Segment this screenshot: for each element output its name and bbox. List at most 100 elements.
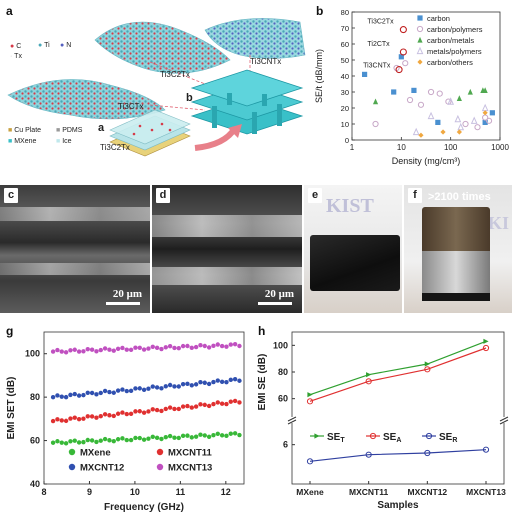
data-point-g [198,402,203,407]
inset-label-b: b [186,92,193,104]
data-point-g [159,346,164,352]
atom-c-icon: ● [10,43,15,50]
legend-label-b: metals/polymers [427,47,482,56]
legend-label-h: SEA [383,432,401,444]
legend-marker-h [369,432,377,440]
legend-marker-h [314,433,320,439]
photo-d-sem: 20 μm [152,185,302,313]
highlight-point-b [395,66,403,74]
series-line-h [309,347,487,402]
x-axis-label-h: Samples [377,500,419,511]
data-point-g [124,347,129,352]
x-tick-label-b: 1 [350,143,355,152]
legend-marker-g [156,463,164,471]
scale-bar-c [106,302,140,305]
data-point-g [232,376,238,382]
data-point-g [150,434,155,440]
data-point-g [228,399,233,404]
kist-logo-f: KI [488,213,510,233]
data-point-h [306,398,314,405]
y-tick-label-g: 80 [30,392,40,402]
data-point-g [50,349,56,354]
panel-a-schematic: Ti3C2Tx Ti3CNTx Ti3CTx Ti3C2Tx b a ● C ·… [0,0,312,170]
data-point-g [94,392,99,397]
data-point-g [111,348,116,353]
data-point-g [163,345,168,350]
data-point-g [219,433,225,438]
photo-c-sem: 20 μm [0,185,150,313]
material-pdms: ■ PDMS [56,127,83,134]
data-point-g [202,343,207,349]
data-point-g [141,410,147,415]
data-point-g [102,388,108,394]
axis-break-mask-right [500,417,508,423]
overlay-cycles: >2100 times [428,191,491,203]
data-point-b [481,103,489,112]
data-point-g [146,409,151,414]
data-point-g [107,389,112,395]
panel-label-b: b [316,4,324,18]
label-ti3c2tx-top: Ti3C2Tx [160,70,190,79]
data-point-g [189,345,194,350]
y-axis-label-g: EMI SET (dB) [6,377,17,440]
data-point-g [202,380,207,385]
y-tick-label-b: 50 [341,56,349,65]
chart-h-emi-samples: 60 80 100 6 MXene MXCNT11 MXCNT12 MXCNT13 Sample… [257,331,509,511]
data-point-g [63,394,69,400]
data-point-g [111,390,116,395]
data-point-g [81,439,86,445]
data-point-g [115,346,121,352]
sem-fiber-bottom [152,267,302,285]
data-point-g [128,437,134,443]
data-point-g [219,379,225,385]
data-point-g [189,405,194,410]
x-tick-label-b: 1000 [491,143,509,152]
data-point-g [102,412,108,417]
data-point-g [85,390,90,395]
data-point-g [85,437,90,443]
data-point-h [365,378,372,385]
chart-g-emi-frequency: 8 9 10 11 12 40 60 80 100 Frequency (GHz) EMI SET … [6,331,245,513]
data-point-g [167,382,173,388]
flake-ti3ctx [7,79,166,120]
data-point-b [457,122,465,131]
data-point-b [489,110,495,116]
data-point-g [50,440,56,445]
data-point-g [50,394,56,400]
data-point-g [72,438,77,443]
data-point-g [176,346,181,351]
data-point-g [133,386,138,391]
data-point-g [76,440,82,445]
data-point-g [146,346,151,351]
x-tick-label-g: 12 [221,487,231,497]
axis-break-left-2 [287,419,297,425]
data-point-g [211,379,216,385]
x-tick-label-g: 9 [87,487,92,497]
x-tick-label-h: MXCNT11 [349,487,388,497]
label-ti3cntx: Ti3CNTx [250,57,282,66]
data-point-g [159,436,164,442]
data-point-g [50,418,56,424]
data-point-g [176,406,181,412]
legend-marker-b [417,59,423,65]
legend-marker-g [156,448,164,456]
data-point-g [232,398,238,404]
process-arrow [194,126,238,151]
data-point-b [482,87,488,93]
data-point-g [124,437,129,443]
sem-fiber-top [152,215,302,237]
data-point-g [133,409,138,414]
data-point-g [141,387,147,393]
data-point-g [68,392,73,398]
data-point-b [435,119,441,125]
data-point-g [94,349,99,354]
legend-marker-g [68,448,76,456]
data-point-g [219,401,225,406]
y-tick-label-h: 100 [273,340,288,350]
x-tick-label-h: MXene [296,487,324,497]
data-point-b [482,119,488,125]
y-tick-label-g: 40 [30,479,40,489]
series-line-h [309,449,487,462]
panel-label-e: e [308,188,322,203]
data-point-g [154,385,160,390]
